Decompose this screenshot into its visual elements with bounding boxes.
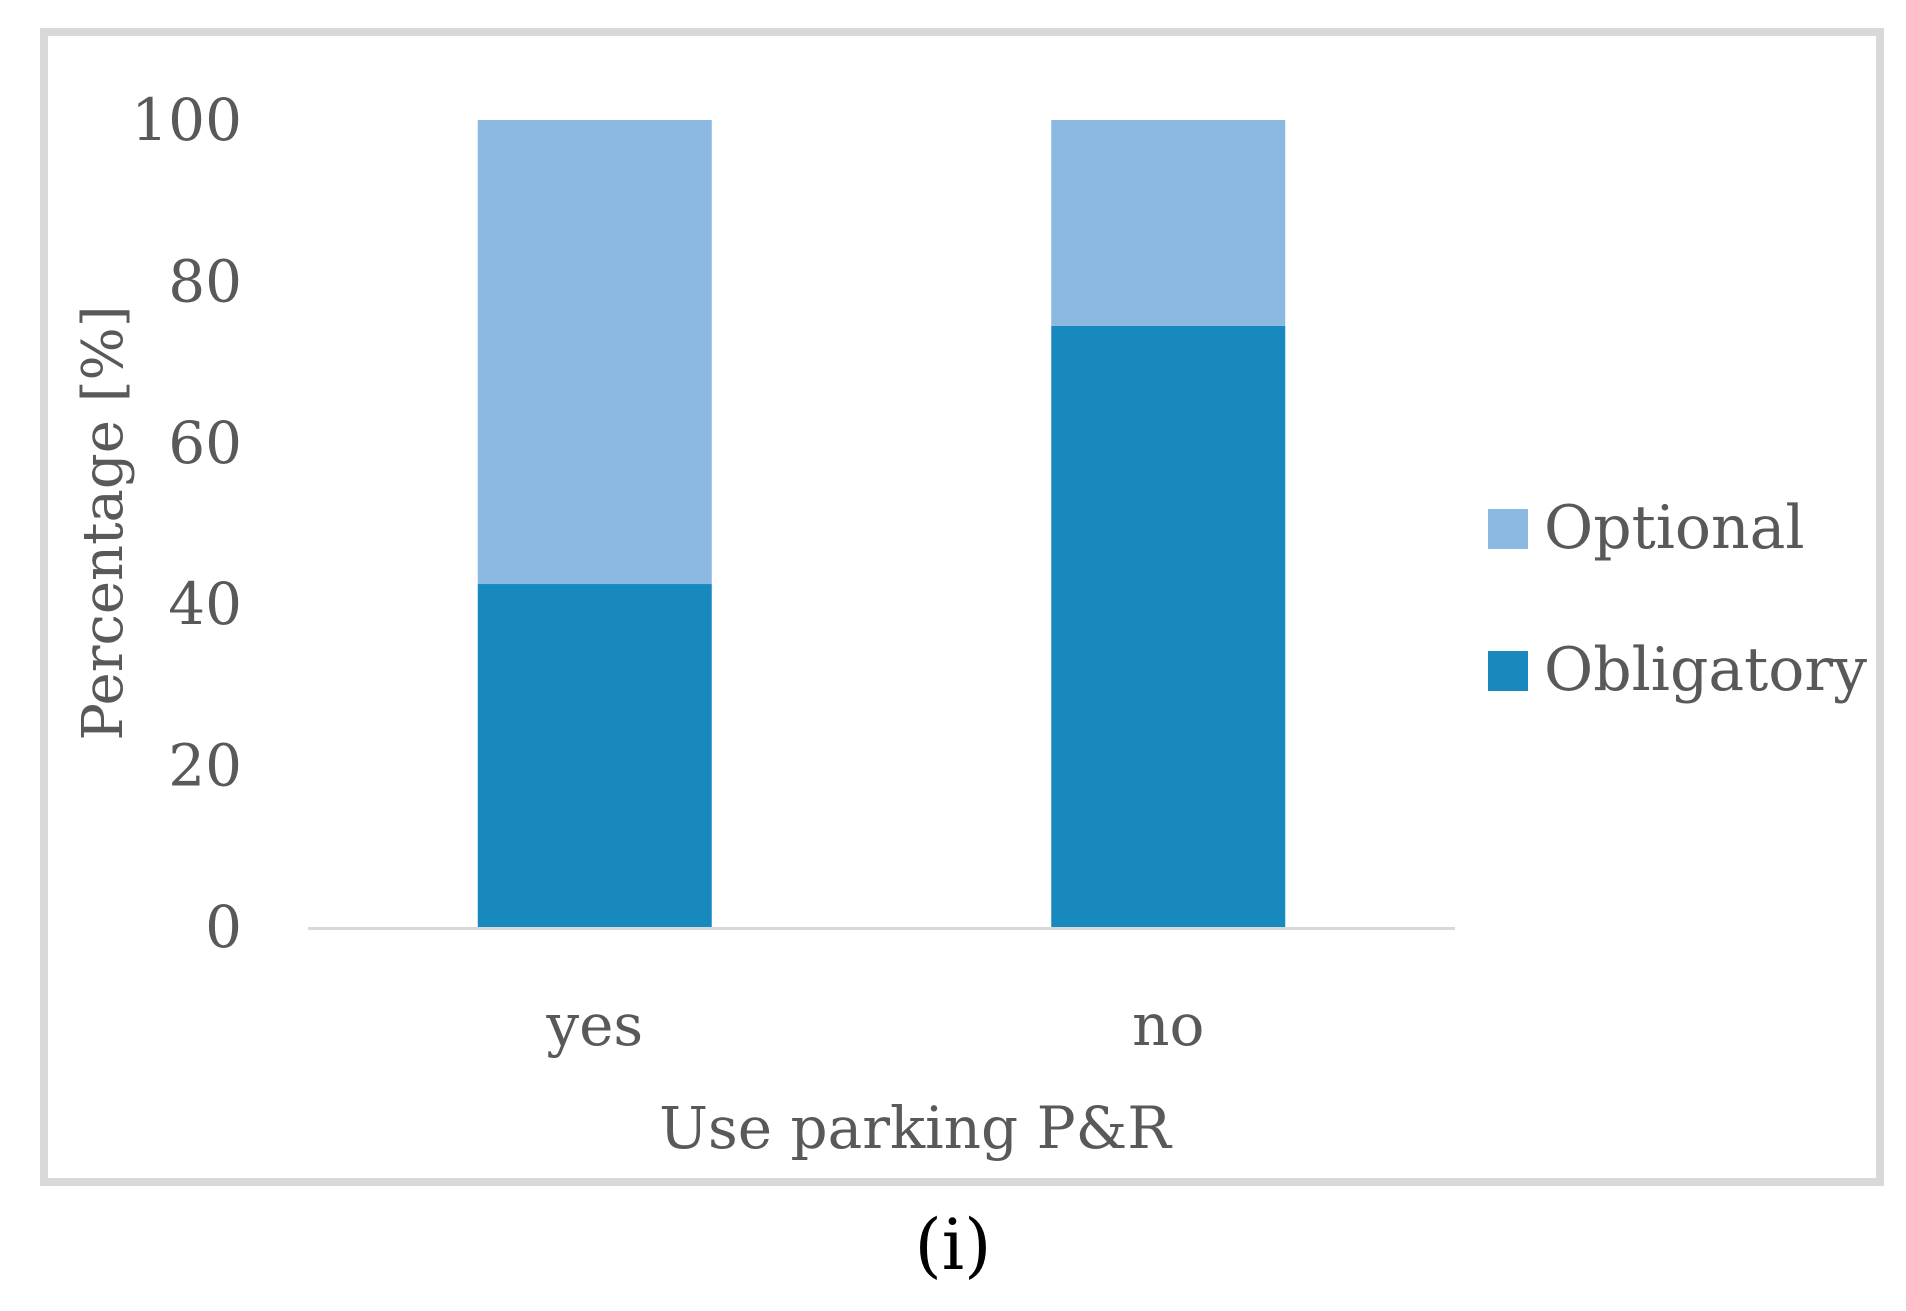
legend-label-obligatory: Obligatory (1544, 635, 1867, 705)
x-category-label: yes (545, 991, 643, 1059)
y-tick-label: 80 (168, 247, 242, 315)
y-tick-label: 60 (168, 409, 242, 477)
legend-label-optional: Optional (1544, 493, 1805, 563)
bar-optional-yes (477, 120, 712, 585)
bar-obligatory-yes (477, 584, 712, 927)
legend: Optional Obligatory (1488, 493, 1867, 705)
legend-swatch-optional (1488, 509, 1528, 549)
y-tick-label: 40 (168, 570, 242, 638)
y-tick-label: 0 (205, 893, 242, 961)
y-axis-title: Percentage [%] (71, 305, 136, 740)
x-category-label: no (1132, 991, 1204, 1059)
x-axis-categories: yes no (545, 991, 1204, 1059)
y-axis-ticks: 0 20 40 60 80 100 (131, 86, 242, 961)
chart-frame (40, 28, 1884, 1186)
bar-optional-no (1051, 120, 1286, 326)
legend-swatch-obligatory (1488, 651, 1528, 691)
panel-label: (i) (914, 1204, 992, 1286)
bars (477, 120, 1286, 927)
y-tick-label: 100 (131, 86, 242, 154)
x-axis-title: Use parking P&R (659, 1094, 1173, 1162)
y-tick-label: 20 (168, 732, 242, 800)
bar-obligatory-no (1051, 325, 1286, 927)
